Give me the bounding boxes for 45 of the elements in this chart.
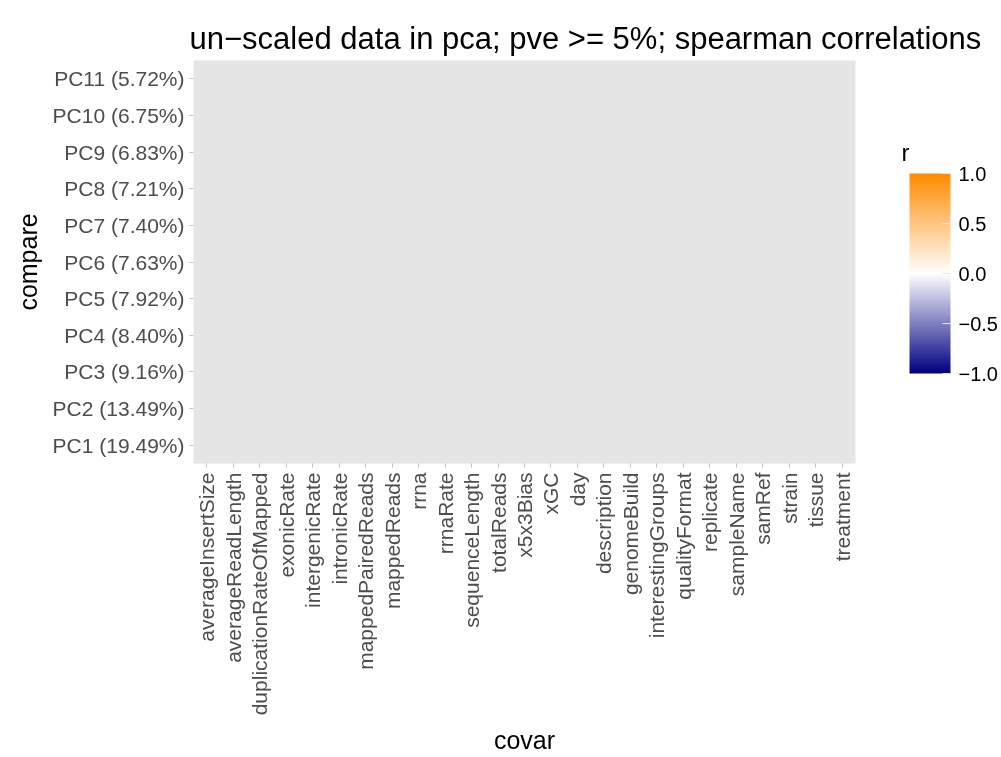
- y-axis-title: compare: [13, 213, 42, 311]
- x-tick-label: day: [565, 472, 589, 507]
- color-bar-label: 1.0: [958, 162, 987, 185]
- y-tick-label: PC1 (19.49%): [52, 433, 185, 457]
- x-tick-label: strain: [777, 472, 801, 524]
- x-axis-title: covar: [493, 726, 556, 755]
- x-tick-label: rrna: [407, 472, 431, 510]
- x-tick-label: sequenceLength: [460, 472, 484, 628]
- color-bar-label: −0.5: [958, 312, 998, 335]
- y-tick-label: PC10 (6.75%): [52, 103, 185, 127]
- x-tick-label: replicate: [698, 472, 722, 552]
- x-tick-label: qualityFormat: [671, 472, 695, 600]
- chart-title: un−scaled data in pca; pve >= 5%; spearman correlations: [189, 20, 982, 56]
- y-tick-label: PC9 (6.83%): [64, 140, 185, 164]
- x-tick-label: tissue: [804, 472, 828, 528]
- color-bar-label: 0.0: [958, 262, 987, 285]
- x-tick-label: intergenicRate: [301, 472, 325, 608]
- color-bar-label: −1.0: [958, 362, 998, 385]
- y-tick-label: PC7 (7.40%): [64, 213, 185, 237]
- y-tick-label: PC8 (7.21%): [64, 177, 185, 201]
- x-tick-label: totalReads: [486, 472, 510, 573]
- x-tick-label: rrnaRate: [433, 472, 457, 555]
- x-tick-label: treatment: [830, 472, 854, 562]
- x-tick-label: x5x3Bias: [513, 472, 536, 558]
- x-tick-label: genomeBuild: [618, 472, 642, 596]
- y-tick-label: PC4 (8.40%): [64, 323, 185, 347]
- x-tick-label: xGC: [539, 472, 563, 515]
- y-tick-label: PC3 (9.16%): [64, 360, 185, 384]
- x-tick-label: averageReadLength: [221, 472, 245, 663]
- x-tick-label: description: [592, 472, 616, 575]
- x-tick-label: averageInsertSize: [195, 472, 219, 642]
- y-tick-label: PC11 (5.72%): [54, 67, 185, 91]
- x-tick-label: sampleName: [724, 472, 748, 597]
- y-tick-label: PC5 (7.92%): [64, 287, 185, 311]
- x-tick-label: intronicRate: [327, 472, 351, 585]
- x-tick-label: mappedPairedReads: [354, 472, 378, 670]
- x-tick-label: exonicRate: [274, 472, 298, 578]
- y-tick-label: PC2 (13.49%): [52, 397, 185, 421]
- color-bar-label: 0.5: [958, 212, 987, 235]
- y-tick-label: PC6 (7.63%): [64, 250, 185, 274]
- x-tick-label: duplicationRateOfMapped: [248, 472, 272, 716]
- x-tick-label: samRef: [751, 472, 775, 545]
- x-tick-label: mappedReads: [380, 472, 404, 610]
- x-tick-label: interestingGroups: [645, 472, 669, 639]
- color-bar-title: r: [901, 138, 910, 166]
